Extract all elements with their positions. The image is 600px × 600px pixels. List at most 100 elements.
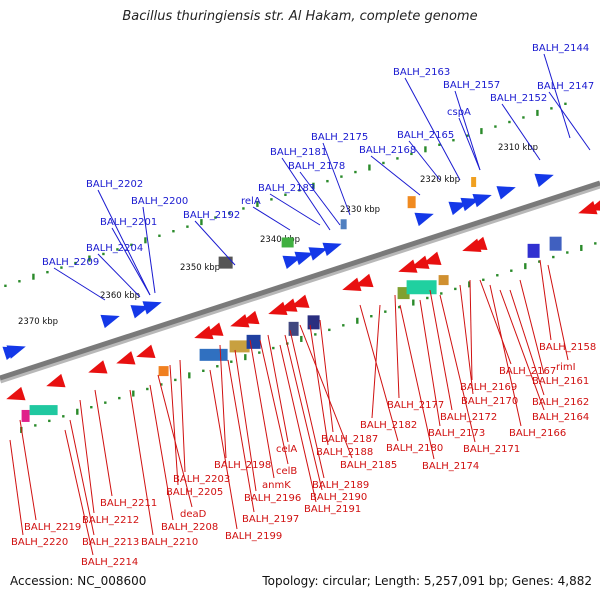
forward-gene-label: BALH_2163 — [393, 67, 450, 78]
feature-block-upper — [471, 177, 477, 188]
reverse-gene-label: BALH_2220 — [11, 537, 68, 548]
feature-block-upper — [218, 256, 233, 269]
reverse-gene-arrow — [354, 273, 374, 288]
forward-gene-arrow — [294, 251, 314, 266]
scale-tick-upper — [410, 152, 413, 156]
scale-tick-upper — [4, 284, 7, 288]
reverse-gene-label: BALH_2166 — [509, 428, 566, 439]
reverse-leader-line — [209, 369, 238, 530]
reverse-gene-label: BALH_2174 — [422, 461, 479, 472]
forward-gene-arrow — [472, 193, 492, 208]
forward-gene-arrow — [100, 314, 120, 329]
reverse-gene-arrow — [88, 360, 108, 374]
feature-block — [549, 236, 562, 251]
scale-tick-lower — [370, 315, 373, 318]
forward-gene-arrow — [414, 212, 434, 227]
scale-tick-lower — [90, 406, 93, 409]
feature-block — [21, 409, 30, 422]
feature-block — [527, 243, 540, 258]
forward-gene-label: BALH_2201 — [100, 217, 157, 228]
reverse-leader-line — [234, 349, 257, 492]
reverse-gene-label: BALH_2173 — [428, 428, 485, 439]
feature-block-upper — [407, 196, 416, 209]
forward-leader-line — [454, 90, 481, 171]
reverse-gene-arrow — [468, 236, 488, 251]
forward-gene-arrow — [496, 186, 516, 200]
reverse-gene-label: deaD — [180, 509, 207, 520]
forward-leader-line — [501, 103, 541, 161]
scale-tick-upper — [480, 128, 483, 135]
leader-lines-layer — [9, 53, 591, 556]
scale-tick-upper — [494, 125, 497, 128]
reverse-leader-line — [419, 299, 441, 427]
reverse-leader-line — [547, 264, 569, 361]
reverse-leader-line — [19, 419, 37, 521]
reverse-gene-arrow — [240, 310, 260, 325]
scale-tick-upper — [242, 207, 245, 210]
scale-tick-lower — [454, 287, 457, 291]
reverse-leader-line — [129, 389, 154, 536]
feature-block — [438, 275, 449, 286]
scale-tick-upper — [508, 120, 511, 124]
reverse-gene-arrow — [136, 344, 156, 358]
forward-leader-line — [543, 53, 571, 139]
reverse-leader-line — [179, 359, 186, 473]
scale-tick-lower — [398, 305, 401, 309]
scale-tick-lower — [552, 255, 555, 259]
reverse-leader-line — [259, 339, 289, 465]
reverse-gene-arrow — [204, 322, 224, 336]
reverse-leader-line — [279, 344, 317, 503]
scale-tick-upper — [186, 225, 189, 228]
reverse-gene-arrow — [578, 200, 598, 215]
reverse-gene-label: BALH_2177 — [387, 400, 444, 411]
reverse-gene-arrow — [268, 301, 288, 316]
reverse-leader-line — [499, 289, 545, 411]
scale-tick-upper — [340, 175, 343, 178]
reverse-gene-label: BALH_2196 — [244, 493, 301, 504]
scale-tick-upper — [438, 143, 441, 146]
reverse-gene-label: BALH_2170 — [461, 396, 518, 407]
reverse-leader-line — [359, 304, 399, 442]
reverse-gene-arrow — [6, 386, 26, 401]
feature-block — [288, 321, 299, 336]
forward-leader-line — [404, 77, 461, 181]
forward-leader-line — [548, 91, 591, 151]
reverse-gene-label: BALH_2162 — [532, 397, 589, 408]
scale-tick-upper — [88, 255, 91, 262]
reverse-gene-label: BALH_2158 — [539, 342, 596, 353]
scale-tick-lower — [314, 333, 317, 336]
forward-leader-line — [281, 157, 331, 231]
forward-leader-line — [408, 140, 441, 181]
scale-tick-upper — [424, 146, 427, 153]
forward-gene-label: BALH_2192 — [183, 210, 240, 221]
reverse-leader-line — [399, 304, 435, 460]
scale-tick-lower — [174, 378, 177, 382]
scale-tick-upper — [200, 219, 203, 226]
scale-tick-upper — [144, 237, 147, 244]
scale-tick-lower — [482, 278, 485, 282]
reverse-gene-label: BALH_2213 — [82, 537, 139, 548]
reverse-gene-label: BALH_2172 — [440, 412, 497, 423]
forward-leader-line — [322, 142, 351, 216]
forward-gene-label: cspA — [447, 107, 471, 118]
reverse-gene-arrow — [46, 373, 66, 388]
scale-tick-upper — [564, 102, 567, 106]
scale-tick-upper — [466, 134, 469, 137]
scale-tick-lower — [510, 269, 513, 272]
scale-tick-lower — [230, 360, 233, 363]
scale-tick-lower — [426, 296, 429, 300]
reverse-gene-label: BALH_2212 — [82, 515, 139, 526]
reverse-gene-label: BALH_2182 — [360, 420, 417, 431]
reverse-leader-line — [469, 279, 473, 381]
forward-gene-label: BALH_2152 — [490, 93, 547, 104]
forward-gene-label: BALH_2181 — [270, 147, 327, 158]
reverse-gene-arrow — [588, 197, 600, 212]
scale-tick-upper — [116, 248, 119, 251]
forward-gene-arrow — [142, 301, 162, 315]
reverse-leader-line — [539, 259, 552, 341]
scale-tick-lower — [496, 274, 499, 277]
feature-block — [29, 405, 58, 416]
forward-leader-line — [370, 155, 421, 196]
reverse-leader-line — [429, 289, 453, 411]
